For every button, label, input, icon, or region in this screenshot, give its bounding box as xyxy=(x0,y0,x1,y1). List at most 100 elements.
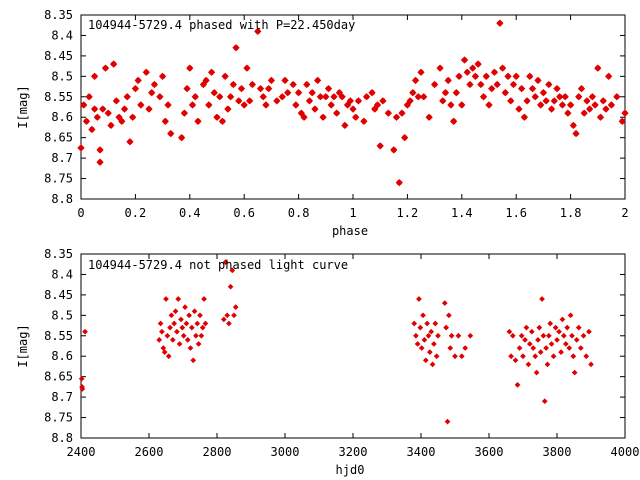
data-point xyxy=(235,97,243,105)
data-point xyxy=(254,27,262,36)
x-tick-label: 2800 xyxy=(203,445,232,459)
data-points xyxy=(77,19,629,187)
data-point xyxy=(371,105,379,113)
data-point xyxy=(273,97,281,105)
data-point xyxy=(552,324,559,331)
data-point xyxy=(349,105,357,113)
data-point xyxy=(202,76,210,85)
data-point xyxy=(418,345,425,351)
data-point xyxy=(458,353,465,360)
data-point xyxy=(477,80,485,89)
data-point xyxy=(435,332,441,339)
x-tick-label: 1 xyxy=(349,206,356,220)
data-point xyxy=(449,117,458,125)
data-point xyxy=(134,76,142,85)
y-tick-label: 8.8 xyxy=(51,431,73,445)
x-tick-label: 3800 xyxy=(543,445,572,459)
data-point xyxy=(545,332,552,339)
data-point xyxy=(414,93,422,101)
data-point xyxy=(126,138,134,146)
y-tick-label: 8.75 xyxy=(44,172,73,186)
data-point xyxy=(112,97,121,105)
data-point xyxy=(507,97,515,105)
data-point xyxy=(462,345,469,351)
data-point xyxy=(588,93,597,101)
data-point xyxy=(577,345,584,351)
data-point xyxy=(432,320,439,327)
data-point xyxy=(493,80,501,89)
x-tick-label: 0 xyxy=(77,206,84,220)
data-point xyxy=(531,93,539,101)
data-point xyxy=(566,345,573,351)
data-point xyxy=(259,93,267,101)
data-point xyxy=(199,324,206,331)
data-point xyxy=(221,72,229,80)
data-point xyxy=(224,312,231,319)
data-point xyxy=(90,72,99,80)
data-point xyxy=(485,101,493,109)
y-tick-label: 8.55 xyxy=(44,329,73,343)
data-point xyxy=(588,361,594,368)
x-tick-label: 2 xyxy=(621,206,628,220)
data-point xyxy=(455,72,463,80)
data-point xyxy=(213,113,221,121)
data-point xyxy=(395,178,403,187)
data-point xyxy=(401,134,409,142)
data-point xyxy=(417,68,425,76)
data-point xyxy=(509,80,518,89)
data-point xyxy=(580,109,588,117)
data-point xyxy=(569,332,575,339)
data-point xyxy=(479,93,488,101)
data-point xyxy=(392,113,401,121)
data-point xyxy=(547,105,556,113)
data-point xyxy=(161,349,168,355)
data-point xyxy=(220,316,227,323)
data-point xyxy=(322,93,330,101)
data-points xyxy=(78,259,594,425)
data-point xyxy=(281,76,289,85)
x-tick-label: 3200 xyxy=(339,445,368,459)
data-point xyxy=(229,80,237,89)
data-point xyxy=(172,308,179,315)
data-point xyxy=(267,76,276,85)
data-point xyxy=(541,398,548,405)
data-point xyxy=(443,324,450,331)
data-point xyxy=(548,341,555,347)
data-point xyxy=(488,84,496,93)
y-tick-label: 8.45 xyxy=(44,49,73,63)
data-point xyxy=(157,320,164,327)
y-tick-label: 8.5 xyxy=(51,308,73,322)
data-point xyxy=(458,101,466,109)
data-point xyxy=(471,72,480,80)
y-tick-label: 8.35 xyxy=(44,247,73,261)
data-point xyxy=(197,312,203,319)
data-point xyxy=(571,369,578,376)
data-point xyxy=(232,44,240,52)
x-tick-label: 0.6 xyxy=(233,206,255,220)
data-point xyxy=(430,80,439,89)
data-point xyxy=(573,337,580,343)
data-point xyxy=(517,84,526,93)
y-tick-label: 8.7 xyxy=(51,390,73,404)
data-point xyxy=(550,353,557,360)
plot-title: 104944-5729.4 not phased light curve xyxy=(88,258,348,272)
data-point xyxy=(605,72,613,80)
y-tick-label: 8.55 xyxy=(44,90,73,104)
data-point xyxy=(515,105,523,113)
data-point xyxy=(183,84,191,93)
data-point xyxy=(602,105,610,113)
data-point xyxy=(198,332,205,339)
data-point xyxy=(191,93,199,101)
data-point xyxy=(504,72,512,80)
data-point xyxy=(99,105,107,113)
data-point xyxy=(526,72,534,80)
data-point xyxy=(226,320,232,327)
data-point xyxy=(390,146,398,154)
data-point xyxy=(202,320,209,327)
data-point xyxy=(512,357,519,364)
data-point xyxy=(409,89,417,97)
x-tick-label: 2600 xyxy=(135,445,164,459)
data-point xyxy=(379,97,387,105)
y-axis-label: I[mag] xyxy=(16,85,30,128)
